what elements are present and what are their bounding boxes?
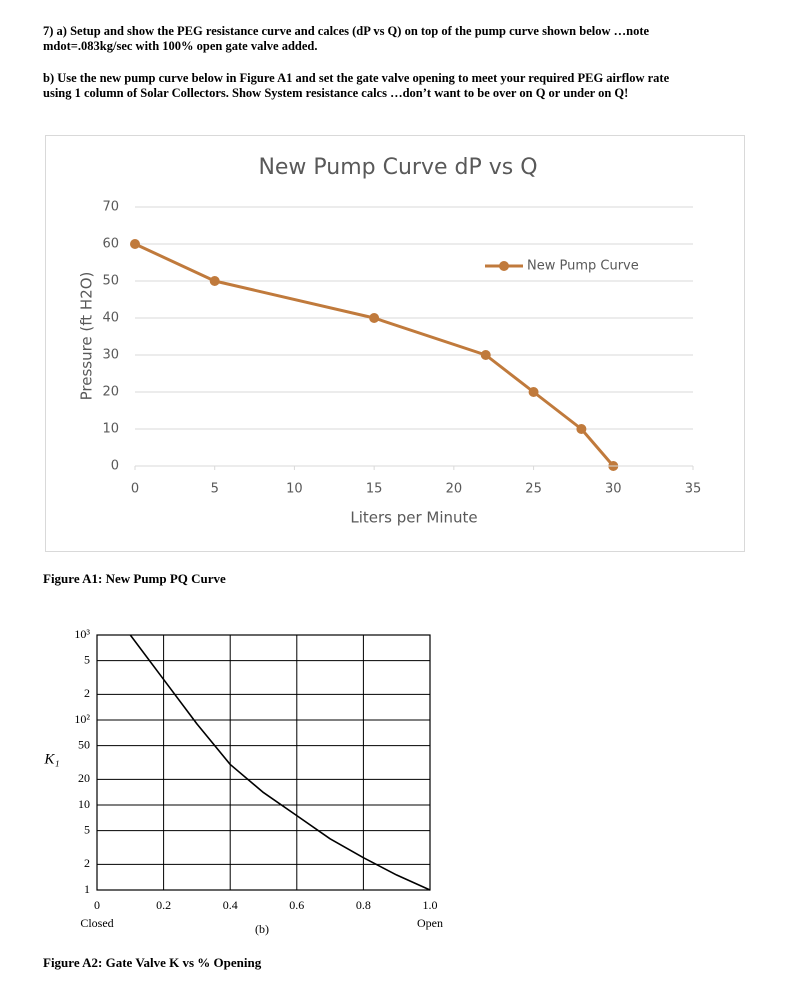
x-tick-label: 30 [605, 482, 622, 497]
legend-label: New Pump Curve [527, 259, 639, 274]
question-a: 7) a) Setup and show the PEG resistance … [43, 24, 649, 54]
data-point [480, 350, 491, 360]
y-tick-label: 30 [102, 348, 119, 363]
x-tick-label: 5 [211, 482, 219, 497]
question-b: b) Use the new pump curve below in Figur… [43, 71, 669, 101]
y-tick-label: 10 [78, 797, 90, 811]
x-tick-label: 35 [685, 482, 702, 497]
chart-frame [45, 135, 745, 552]
pump-chart: 0 10 20 30 40 50 60 70 0 5 10 15 20 25 30 35 New Pump Cu… [45, 135, 745, 552]
y-tick-label: 5 [84, 652, 90, 666]
valve-chart: 1 2 5 10 20 50 10² 2 5 10³ 0 0.2 0.4 0.6 0.8 1.0 Closed O… [43, 627, 443, 936]
y-tick-label: 5 [84, 822, 90, 836]
legend-marker [499, 261, 509, 271]
text-line: using 1 column of Solar Collectors. Show… [43, 86, 629, 100]
x-tick-label: 0.8 [356, 898, 371, 912]
y-tick-label: 60 [102, 237, 119, 252]
end-label: Open [417, 916, 443, 930]
y-tick-label: 2 [84, 686, 90, 700]
y-tick-label: 50 [78, 737, 90, 751]
x-axis-label: Liters per Minute [350, 509, 477, 527]
x-tick-label: 10 [286, 482, 303, 497]
x-tick-label: 20 [446, 482, 463, 497]
y-axis-label: K₁ [43, 751, 59, 767]
text-line: mdot=.083kg/sec with 100% open gate valv… [43, 39, 318, 53]
chart-title: New Pump Curve dP vs Q [258, 155, 537, 180]
text-line: 7) a) Setup and show the PEG resistance … [43, 24, 650, 38]
y-axis-label: Pressure (ft H2O) [78, 272, 96, 401]
figure-caption: Figure A2: Gate Valve K vs % Opening [43, 955, 262, 970]
y-tick-label: 40 [102, 311, 119, 326]
x-tick-label: 0 [131, 482, 139, 497]
y-tick-label: 10² [74, 712, 90, 726]
y-tick-label: 70 [102, 200, 119, 215]
end-label: Closed [80, 916, 113, 930]
data-point [130, 239, 140, 249]
data-point [576, 424, 587, 434]
y-tick-label: 10³ [74, 627, 90, 641]
x-tick-label: 0.4 [223, 898, 238, 912]
y-tick-label: 2 [84, 856, 90, 870]
y-tick-label: 20 [78, 771, 90, 785]
x-tick-label: 25 [525, 482, 542, 497]
figure-caption: Figure A1: New Pump PQ Curve [43, 571, 226, 586]
data-line [129, 634, 431, 891]
y-tick-label: 10 [102, 422, 119, 437]
y-tick-label: 0 [111, 459, 119, 474]
y-tick-label: 20 [102, 385, 119, 400]
data-point [528, 387, 539, 397]
text-line: b) Use the new pump curve below in Figur… [43, 71, 670, 85]
data-point [209, 276, 220, 286]
x-tick-label: 0 [94, 898, 100, 912]
y-tick-label: 50 [102, 274, 119, 289]
x-axis-label: (b) [255, 922, 269, 936]
x-tick-label: 15 [366, 482, 383, 497]
x-tick-label: 1.0 [423, 898, 438, 912]
x-tick-label: 0.6 [289, 898, 304, 912]
y-tick-label: 1 [84, 882, 90, 896]
data-point [369, 313, 380, 323]
x-tick-label: 0.2 [156, 898, 171, 912]
plot-frame [96, 634, 431, 891]
